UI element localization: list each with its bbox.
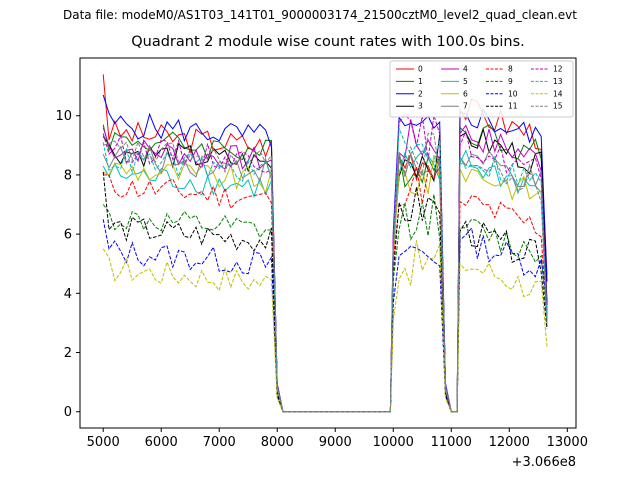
legend-label-1: 1	[418, 77, 423, 86]
legend-label-0: 0	[418, 65, 423, 74]
series-line-3	[102, 127, 548, 413]
x-tick-label: 11000	[431, 435, 472, 450]
legend-label-4: 4	[463, 65, 468, 74]
chart-title: Quadrant 2 module wise count rates with …	[131, 34, 525, 50]
series-line-7	[102, 144, 548, 413]
legend-label-2: 2	[418, 89, 423, 98]
y-tick-label: 0	[64, 405, 72, 420]
x-tick-label: 6000	[145, 435, 178, 450]
legend-label-13: 13	[553, 77, 563, 86]
series-line-14	[102, 240, 548, 413]
x-axis: 5000 6000 7000 8000 9000 10000 11000 12000 13000	[87, 428, 588, 450]
series-line-8	[103, 165, 548, 413]
y-tick-label: 8	[64, 168, 72, 183]
x-tick-label: 5000	[87, 435, 120, 450]
legend-label-6: 6	[463, 89, 468, 98]
x-tick-label: 12000	[489, 435, 530, 450]
x-tick-label: 9000	[319, 435, 352, 450]
x-offset-label: +3.066e8	[512, 455, 576, 470]
legend-label-12: 12	[553, 65, 563, 74]
plot-frame	[79, 57, 577, 429]
legend-label-8: 8	[508, 65, 513, 74]
series-line-11	[102, 171, 548, 413]
legend-label-3: 3	[418, 102, 423, 111]
y-axis: 0 2 4 6 8 10	[55, 109, 80, 420]
series-line-15	[103, 132, 548, 413]
series-line-4	[102, 119, 548, 413]
x-tick-label: 7000	[203, 435, 236, 450]
legend-label-7: 7	[463, 102, 468, 111]
legend-label-10: 10	[508, 89, 518, 98]
data-file-suptitle: Data file: modeM0/AS1T03_141T01_90000031…	[63, 8, 577, 22]
x-tick-label: 13000	[547, 435, 588, 450]
series-line-9	[102, 194, 548, 413]
x-tick-label: 8000	[261, 435, 294, 450]
y-tick-label: 4	[64, 287, 72, 302]
series-layer	[102, 74, 548, 413]
legend-frame	[389, 60, 574, 118]
series-line-10	[102, 219, 548, 413]
legend-label-14: 14	[553, 89, 563, 98]
series-line-5	[102, 149, 548, 413]
series-line-6	[102, 154, 548, 413]
legend-label-5: 5	[463, 77, 468, 86]
legend-label-15: 15	[553, 102, 563, 111]
series-line-2	[102, 94, 548, 413]
y-tick-label: 10	[55, 109, 72, 124]
legend-label-11: 11	[508, 102, 518, 111]
x-tick-label: 10000	[373, 435, 414, 450]
y-tick-label: 2	[64, 346, 72, 361]
y-tick-label: 6	[64, 228, 72, 243]
legend-label-9: 9	[508, 77, 513, 86]
